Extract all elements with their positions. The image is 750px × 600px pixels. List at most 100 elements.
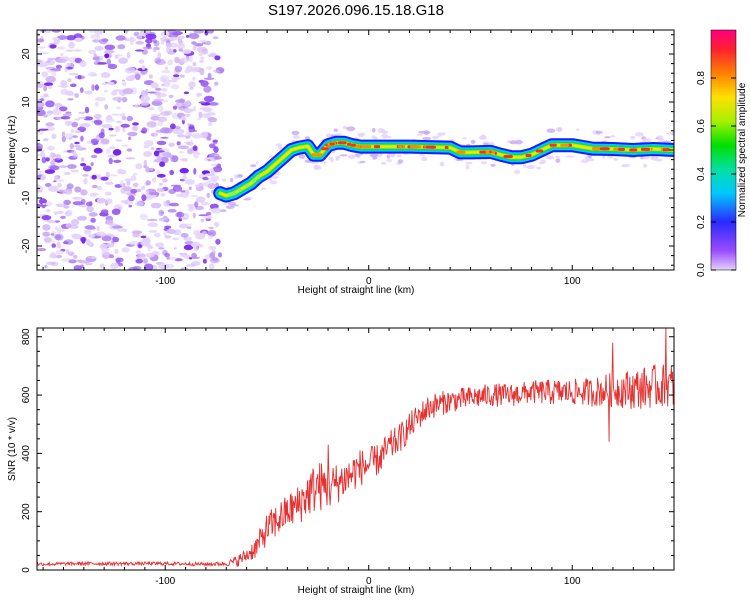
noise-blob xyxy=(108,134,117,137)
noise-blob xyxy=(152,47,157,53)
noise-blob xyxy=(46,60,51,63)
noise-blob xyxy=(196,152,201,155)
halo-blob xyxy=(397,159,404,164)
noise-blob xyxy=(159,161,166,167)
noise-blob xyxy=(83,177,88,185)
halo-blob xyxy=(292,135,300,139)
halo-blob xyxy=(630,135,636,140)
noise-blob xyxy=(188,33,200,40)
noise-blob xyxy=(207,30,214,34)
noise-blob xyxy=(151,146,155,151)
noise-blob xyxy=(47,145,55,151)
noise-blob xyxy=(181,115,186,121)
noise-blob xyxy=(211,207,222,214)
noise-blob xyxy=(54,220,60,223)
noise-blob xyxy=(126,52,131,59)
noise-blob xyxy=(109,254,114,259)
noise-blob xyxy=(88,234,96,238)
noise-blob xyxy=(162,178,168,183)
ridge-spot xyxy=(256,174,261,179)
halo-blob xyxy=(357,155,361,159)
ridge-hotspot xyxy=(650,147,653,151)
noise-blob xyxy=(156,95,162,98)
noise-blob xyxy=(131,125,139,132)
noise-blob xyxy=(175,99,185,104)
noise-blob xyxy=(128,136,132,141)
noise-blob xyxy=(143,151,153,157)
noise-blob xyxy=(199,59,205,63)
halo-blob xyxy=(621,164,626,168)
noise-blob xyxy=(172,185,183,192)
noise-blob xyxy=(127,67,136,72)
noise-blob xyxy=(120,179,124,187)
halo-blob xyxy=(418,130,427,134)
noise-blob xyxy=(74,37,83,42)
noise-blob xyxy=(151,100,163,106)
noise-blob xyxy=(80,236,87,243)
snr-x-axis-label: Height of straight line (km) xyxy=(298,585,415,596)
noise-blob xyxy=(135,41,144,45)
noise-blob xyxy=(69,72,79,76)
ridge-spot xyxy=(252,178,257,183)
noise-blob xyxy=(145,252,155,258)
noise-blob xyxy=(203,95,215,103)
noise-blob xyxy=(180,253,186,258)
halo-blob xyxy=(357,132,366,136)
ridge-hotspot xyxy=(494,151,497,155)
noise-blob xyxy=(161,88,168,92)
noise-blob xyxy=(46,70,56,73)
noise-blob xyxy=(177,42,185,50)
noise-blob xyxy=(46,219,56,224)
noise-blob xyxy=(93,53,97,58)
colorbar-tick-label: 0.8 xyxy=(696,71,707,85)
x-tick-label: -100 xyxy=(155,276,175,287)
noise-blob xyxy=(183,91,189,95)
spectrogram-x-axis-label: Height of straight line (km) xyxy=(298,285,415,296)
noise-blob xyxy=(181,158,189,162)
noise-blob xyxy=(172,237,180,241)
noise-blob xyxy=(204,216,213,219)
noise-blob xyxy=(198,214,209,217)
y-tick-label: 400 xyxy=(21,445,32,462)
noise-blob xyxy=(145,33,157,40)
halo-blob xyxy=(371,127,376,133)
noise-blob xyxy=(114,184,123,188)
noise-blob xyxy=(86,205,94,213)
noise-blob xyxy=(193,30,205,34)
noise-blob xyxy=(42,138,49,142)
snr-ticks: -100 0 100 0 200 400 600 800 xyxy=(21,328,675,587)
noise-blob xyxy=(139,239,150,246)
halo-blob xyxy=(490,163,496,167)
noise-blob xyxy=(170,42,178,48)
noise-blob xyxy=(94,84,99,91)
noise-blob xyxy=(126,115,134,122)
noise-blob xyxy=(115,35,126,41)
noise-blob xyxy=(154,57,162,64)
halo-blob xyxy=(396,154,403,158)
noise-blob xyxy=(191,261,201,266)
noise-blob xyxy=(185,135,191,139)
noise-blob xyxy=(45,76,56,83)
noise-blob xyxy=(60,53,64,56)
noise-blob xyxy=(84,229,92,234)
noise-blob xyxy=(97,197,105,204)
noise-blob xyxy=(88,49,97,55)
noise-blob xyxy=(44,169,56,174)
noise-blob xyxy=(204,157,215,160)
noise-blob xyxy=(202,176,209,181)
noise-blob xyxy=(101,72,111,79)
ridge-hotspot xyxy=(409,145,415,149)
noise-blob xyxy=(200,201,210,206)
noise-blob xyxy=(140,235,147,239)
halo-blob xyxy=(602,155,606,159)
noise-blob xyxy=(115,257,124,263)
halo-blob xyxy=(418,154,426,156)
noise-blob xyxy=(152,39,157,44)
halo-blob xyxy=(606,156,614,159)
noise-blob xyxy=(101,82,107,86)
noise-blob xyxy=(54,233,64,241)
noise-blob xyxy=(108,127,114,131)
noise-blob xyxy=(122,79,125,82)
noise-blob xyxy=(37,38,45,43)
noise-blob xyxy=(150,132,159,137)
